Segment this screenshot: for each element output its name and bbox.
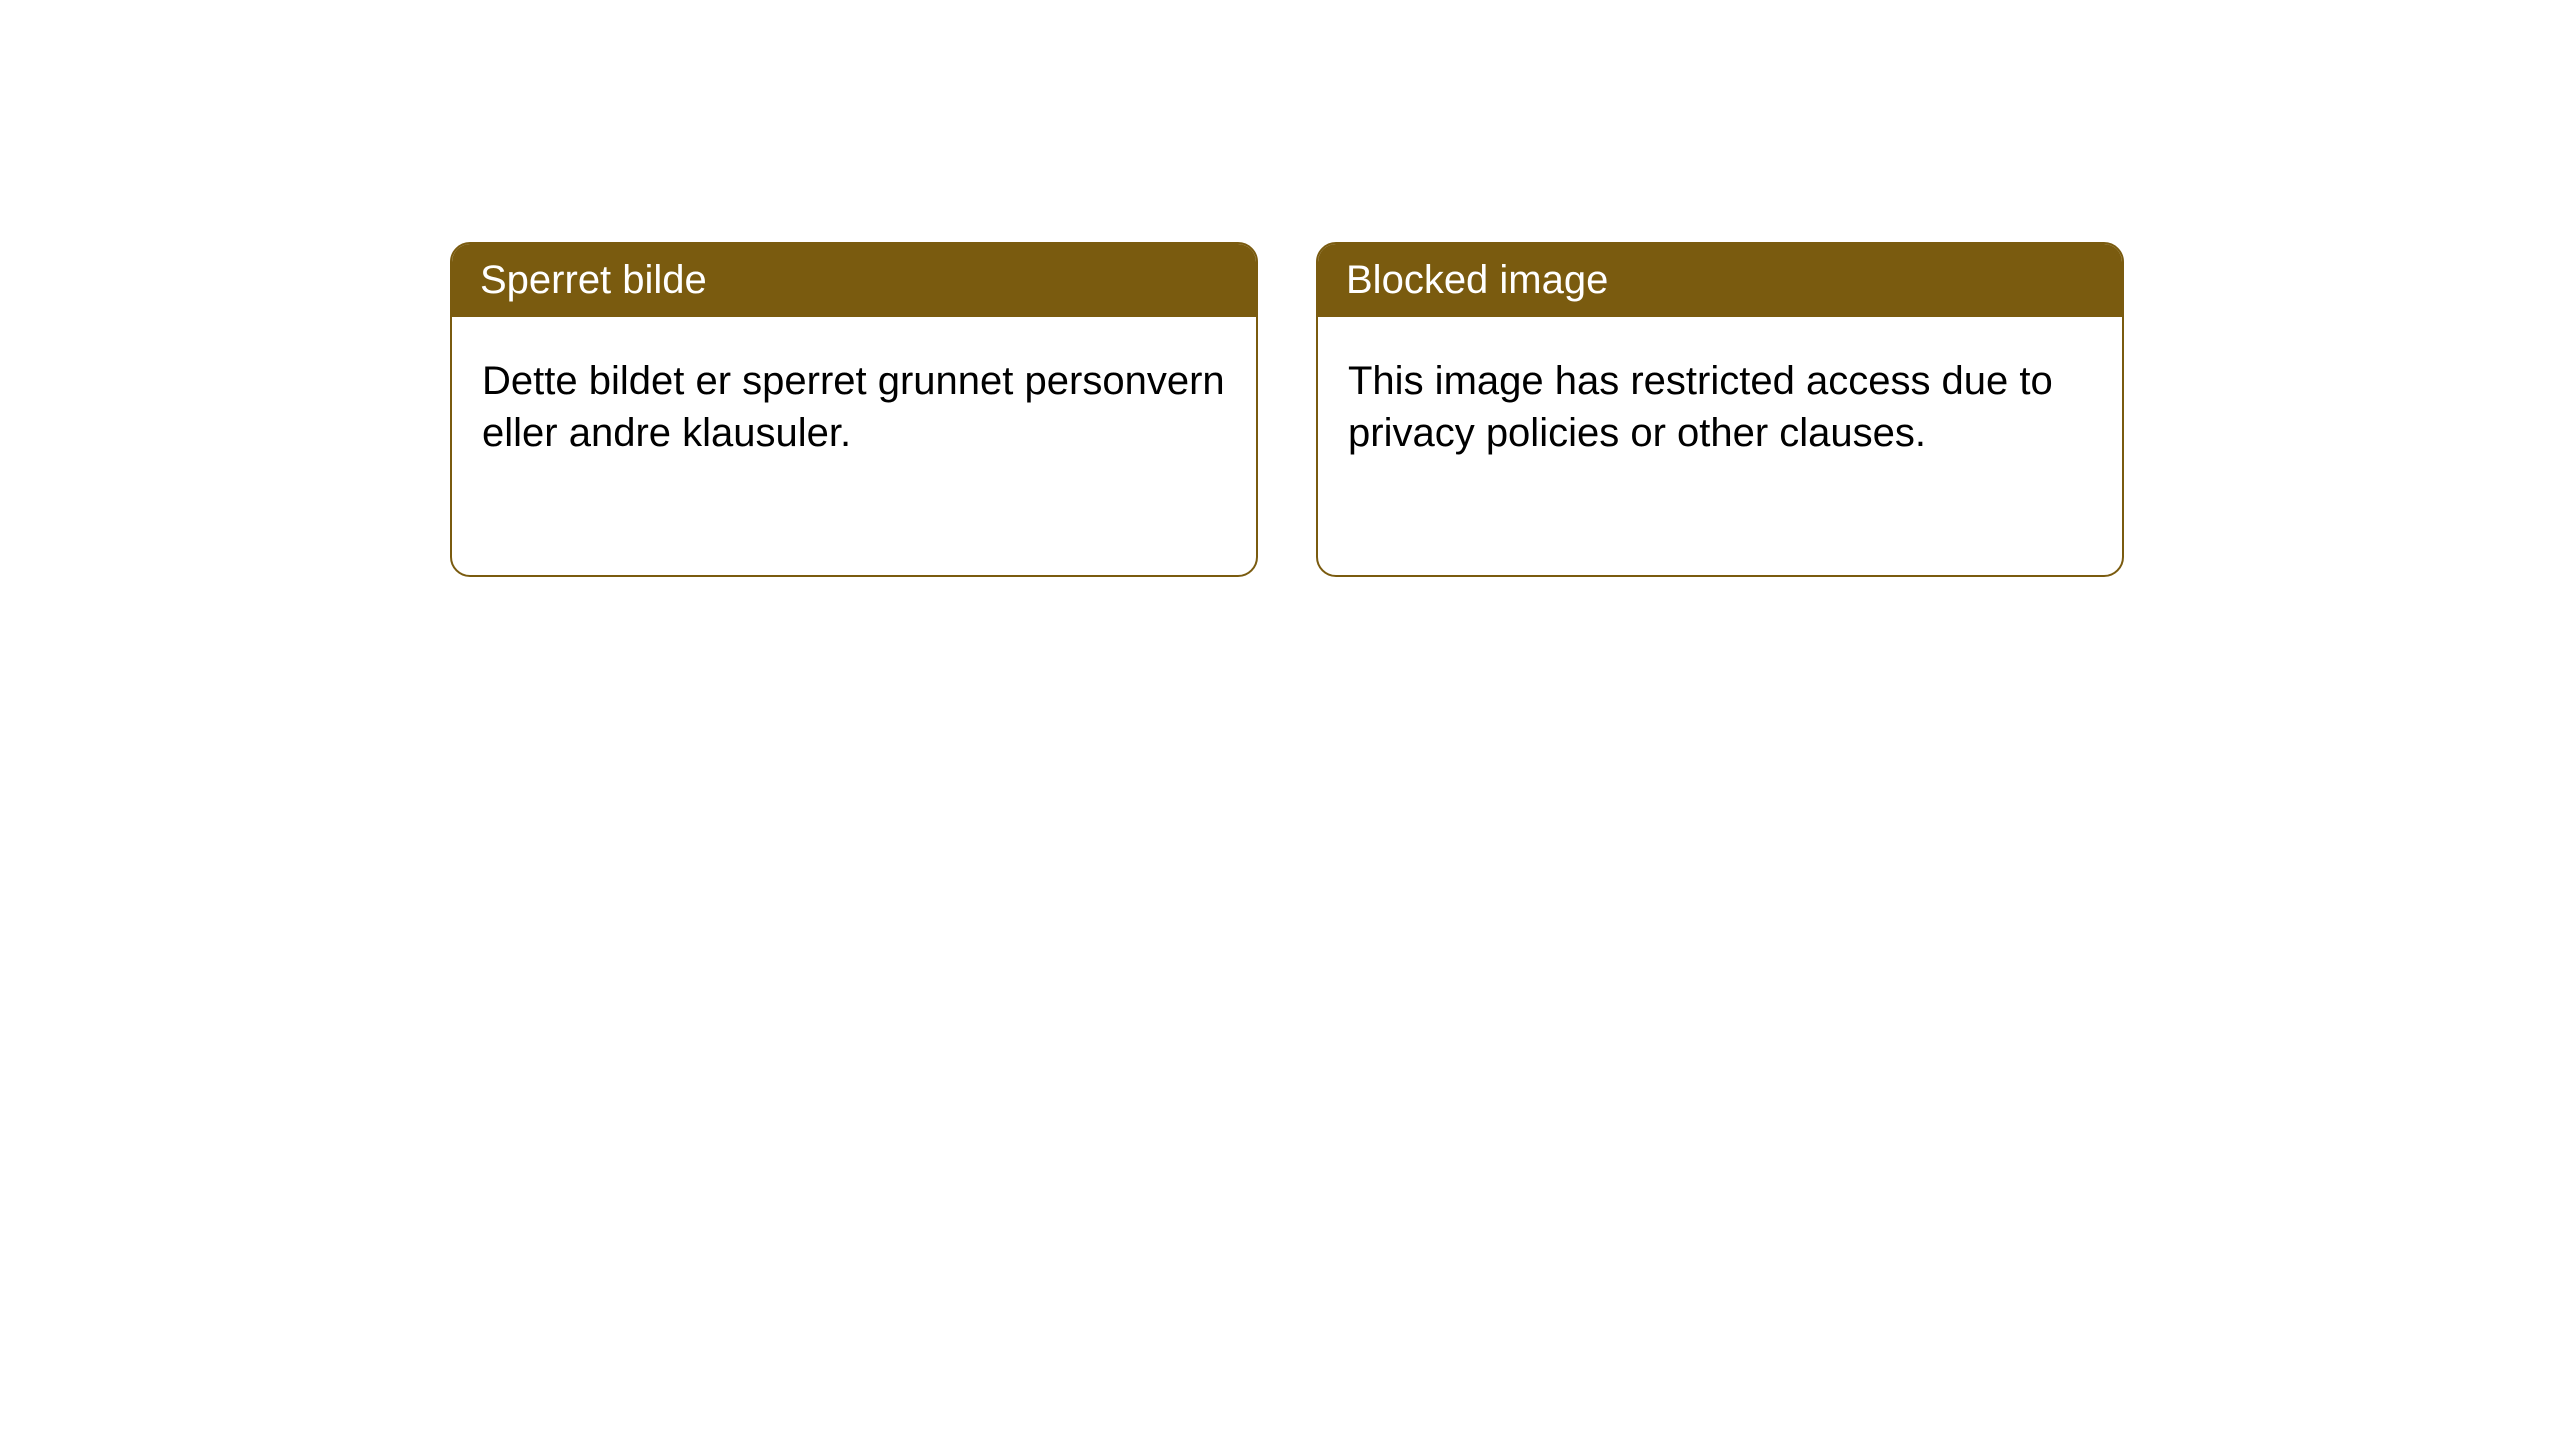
card-header: Blocked image xyxy=(1318,244,2122,317)
card-body-text: Dette bildet er sperret grunnet personve… xyxy=(482,359,1225,455)
card-title: Sperret bilde xyxy=(480,258,707,302)
card-header: Sperret bilde xyxy=(452,244,1256,317)
card-body: Dette bildet er sperret grunnet personve… xyxy=(452,317,1256,497)
notice-card-norwegian: Sperret bilde Dette bildet er sperret gr… xyxy=(450,242,1258,577)
notice-container: Sperret bilde Dette bildet er sperret gr… xyxy=(0,0,2560,577)
notice-card-english: Blocked image This image has restricted … xyxy=(1316,242,2124,577)
card-title: Blocked image xyxy=(1346,258,1608,302)
card-body: This image has restricted access due to … xyxy=(1318,317,2122,497)
card-body-text: This image has restricted access due to … xyxy=(1348,359,2053,455)
